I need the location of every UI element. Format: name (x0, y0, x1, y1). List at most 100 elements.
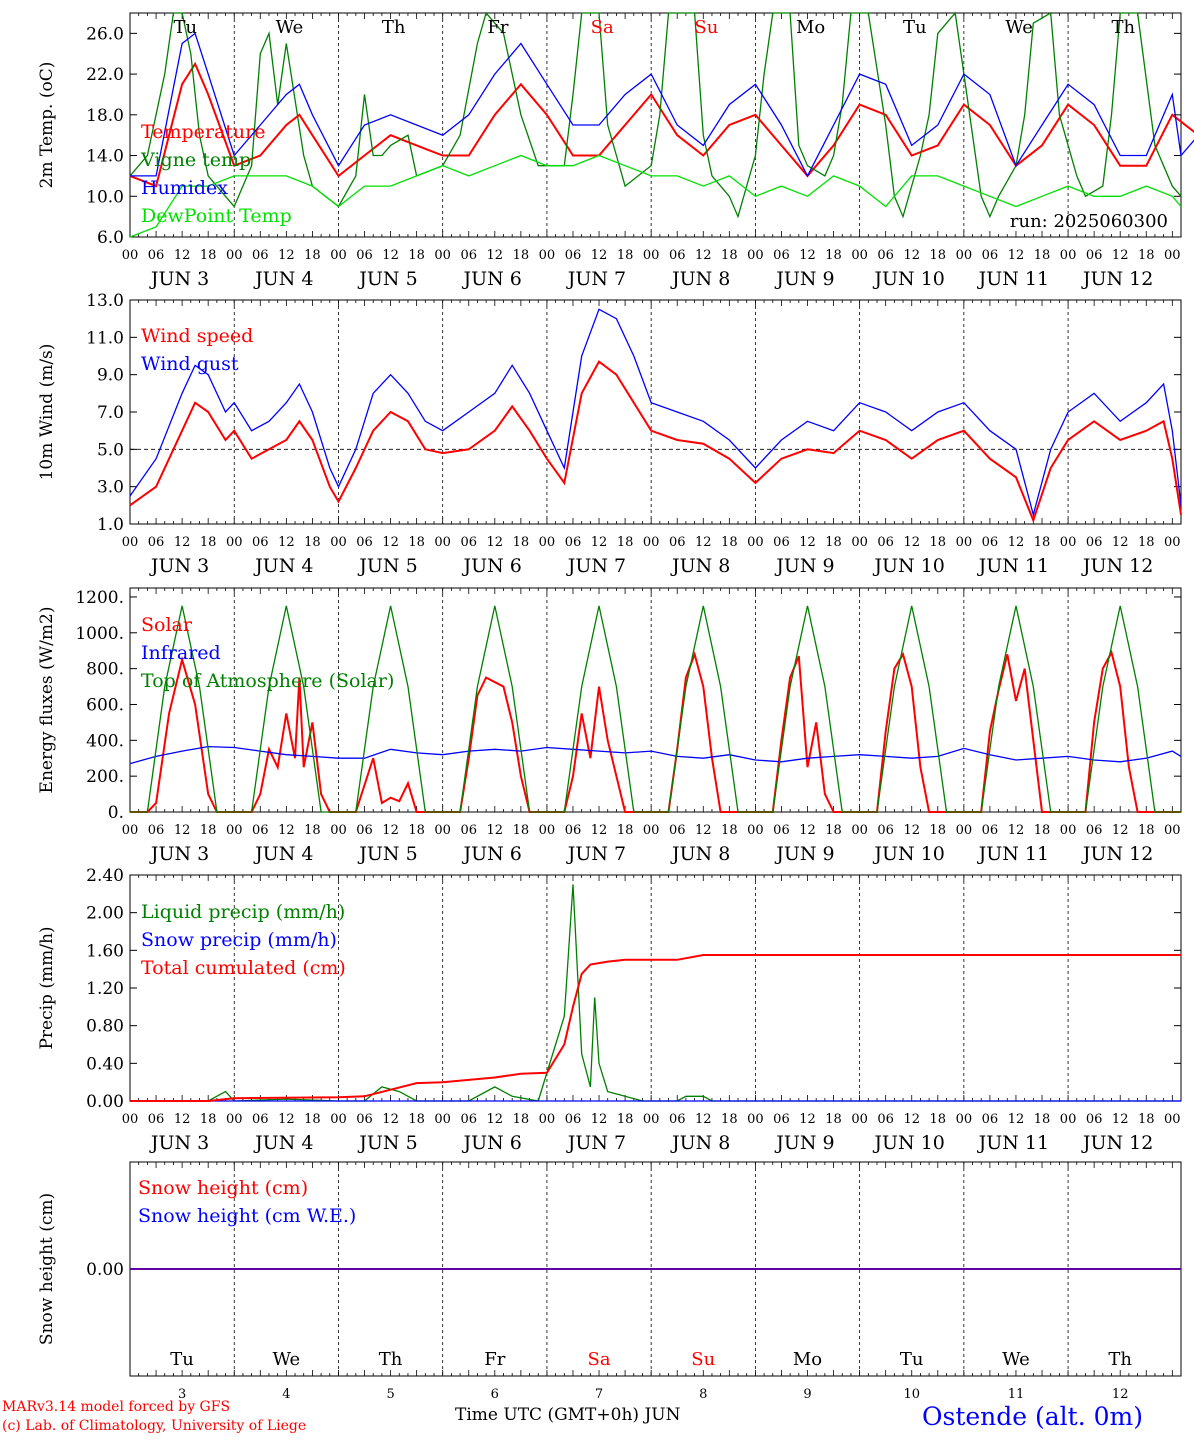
hour-label: 00 (956, 1112, 973, 1127)
date-label: JUN 4 (253, 555, 313, 577)
day-name: We (1005, 17, 1033, 38)
date-label: JUN 7 (566, 1132, 626, 1154)
hour-label: 06 (252, 248, 269, 263)
date-label: JUN 11 (977, 843, 1049, 865)
date-label: JUN 12 (1081, 843, 1153, 865)
y-tick-label: 1200. (75, 588, 124, 608)
hour-label: 18 (408, 823, 425, 838)
hour-label: 06 (877, 823, 894, 838)
hour-label: 12 (487, 823, 504, 838)
hour-label: 00 (539, 1112, 556, 1127)
legend-entry: Total cumulated (cm) (141, 957, 346, 979)
hour-label: 12 (695, 823, 712, 838)
hour-label: 06 (773, 1112, 790, 1127)
date-label: JUN 3 (149, 843, 209, 865)
x-axis-title: Time UTC (GMT+0h) JUN (455, 1405, 681, 1425)
hour-label: 18 (304, 1112, 321, 1127)
hour-label: 00 (1060, 1112, 1077, 1127)
hour-label: 18 (1138, 823, 1155, 838)
day-name: Tu (900, 1349, 924, 1370)
y-axis-label: 2m Temp. (oC) (37, 62, 57, 189)
hour-label: 06 (252, 1112, 269, 1127)
hour-label: 00 (330, 1112, 347, 1127)
hour-label: 12 (278, 1112, 295, 1127)
hour-label: 00 (434, 823, 451, 838)
series-line-red (129, 360, 1182, 524)
series-line-blue (130, 32, 1194, 178)
date-label: JUN 3 (149, 1132, 209, 1154)
hour-label: 06 (148, 823, 165, 838)
hour-label: 00 (956, 823, 973, 838)
hour-label: 00 (122, 1112, 139, 1127)
hour-label: 00 (330, 823, 347, 838)
y-tick-label: 2.00 (86, 904, 124, 924)
date-label: JUN 6 (462, 555, 522, 577)
day-name: Tu (903, 17, 927, 38)
hour-label: 18 (930, 248, 947, 263)
day-number: 10 (903, 1387, 920, 1402)
hour-label: 18 (721, 248, 738, 263)
day-name: Fr (484, 1349, 505, 1370)
legend-entry: Wind gust (141, 353, 239, 375)
date-label: JUN 8 (670, 268, 730, 290)
hour-label: 06 (877, 248, 894, 263)
y-tick-label: 10.0 (86, 187, 124, 207)
hour-label: 12 (382, 1112, 399, 1127)
hour-label: 12 (591, 248, 608, 263)
y-tick-label: 600. (86, 695, 124, 715)
hour-label: 00 (434, 248, 451, 263)
day-number: 3 (178, 1387, 186, 1402)
hour-label: 12 (382, 248, 399, 263)
hour-label: 18 (200, 535, 217, 550)
hour-label: 06 (1086, 248, 1103, 263)
hour-label: 06 (669, 1112, 686, 1127)
date-label: JUN 7 (566, 268, 626, 290)
legend-entry: Vigne temp (140, 149, 251, 171)
hour-label: 06 (565, 823, 582, 838)
hour-label: 18 (1034, 535, 1051, 550)
date-label: JUN 5 (357, 1132, 417, 1154)
date-label: JUN 3 (149, 555, 209, 577)
hour-label: 06 (982, 1112, 999, 1127)
hour-label: 18 (408, 1112, 425, 1127)
y-tick-label: 1.0 (97, 515, 124, 535)
hour-label: 12 (1008, 823, 1025, 838)
hour-label: 06 (669, 248, 686, 263)
day-number: 4 (282, 1387, 290, 1402)
day-name: We (276, 17, 304, 38)
day-name: We (1002, 1349, 1030, 1370)
hour-label: 06 (1086, 823, 1103, 838)
hour-label: 06 (982, 535, 999, 550)
hour-label: 00 (851, 823, 868, 838)
hour-label: 00 (956, 248, 973, 263)
hour-label: 18 (513, 535, 530, 550)
date-label: JUN 10 (872, 555, 944, 577)
series-line-red (130, 954, 1181, 1102)
hour-label: 00 (330, 248, 347, 263)
hour-label: 18 (825, 535, 842, 550)
hour-label: 00 (539, 823, 556, 838)
hour-label: 18 (408, 248, 425, 263)
legend-entry: Snow height (cm W.E.) (138, 1205, 356, 1227)
date-label: JUN 5 (357, 843, 417, 865)
day-name: We (273, 1349, 301, 1370)
hour-label: 00 (1164, 1112, 1181, 1127)
day-name: Mo (793, 1349, 822, 1370)
hour-label: 12 (903, 535, 920, 550)
y-tick-label: 0.00 (86, 1260, 124, 1280)
y-tick-label: 0.00 (86, 1092, 124, 1112)
hour-label: 12 (799, 823, 816, 838)
day-name: Sa (591, 17, 614, 38)
hour-label: 12 (382, 535, 399, 550)
hour-label: 12 (1112, 535, 1129, 550)
hour-label: 06 (148, 1112, 165, 1127)
hour-label: 06 (565, 1112, 582, 1127)
hour-label: 12 (382, 823, 399, 838)
series-line-blue (129, 745, 1182, 765)
y-tick-label: 1.60 (86, 941, 124, 961)
hour-label: 00 (747, 823, 764, 838)
hour-label: 18 (1138, 535, 1155, 550)
hour-label: 00 (747, 248, 764, 263)
hour-label: 06 (1086, 535, 1103, 550)
